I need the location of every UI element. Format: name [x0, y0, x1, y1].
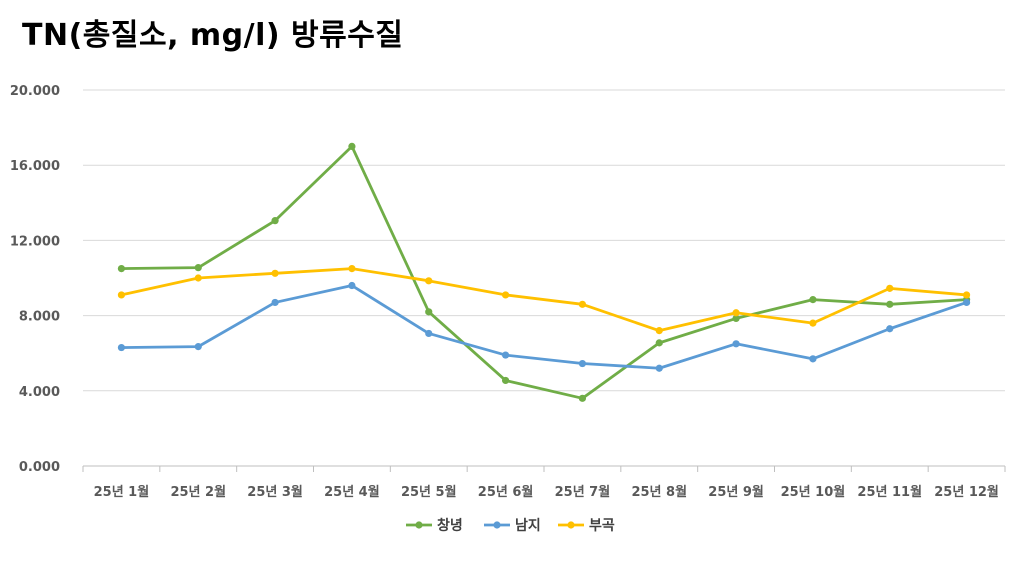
x-tick-label: 25년 6월: [478, 484, 534, 500]
series-line: [120, 284, 968, 370]
data-point: [962, 291, 971, 299]
x-tick-label: 25년 5월: [401, 484, 457, 500]
data-point: [962, 298, 971, 307]
legend-marker: [567, 521, 575, 529]
x-tick-label: 25년 7월: [555, 484, 611, 500]
legend-label: 부곡: [589, 518, 615, 534]
series-line: [120, 144, 968, 400]
x-tick-label: 25년 12월: [934, 484, 999, 500]
data-point: [578, 359, 587, 368]
data-point: [809, 319, 817, 327]
data-point: [732, 314, 740, 323]
legend-label: 창녕: [437, 517, 463, 534]
data-point: [348, 265, 356, 273]
legend-label: 남지: [515, 517, 541, 534]
x-tick-label: 25년 3월: [247, 484, 303, 500]
data-point: [425, 329, 433, 338]
data-point: [886, 325, 894, 333]
data-point: [886, 300, 894, 308]
series-line: [120, 267, 968, 333]
x-tick-label: 25년 10월: [781, 484, 846, 500]
data-point: [809, 355, 817, 363]
y-tick-label: 12.000: [10, 234, 60, 249]
data-point: [194, 274, 202, 282]
data-point: [655, 364, 663, 372]
data-point: [194, 264, 202, 272]
legend-marker: [415, 521, 423, 529]
x-tick-label: 25년 1월: [94, 484, 150, 500]
data-point: [348, 142, 356, 150]
data-point: [117, 265, 126, 273]
data-point: [732, 309, 740, 317]
data-point: [501, 291, 510, 299]
data-point: [501, 351, 510, 359]
x-tick-label: 25년 9월: [708, 484, 764, 500]
x-tick-label: 25년 4월: [324, 484, 380, 500]
data-point: [117, 291, 126, 299]
data-point: [271, 269, 279, 277]
data-point: [348, 281, 356, 290]
y-tick-label: 16.000: [10, 159, 60, 174]
data-point: [117, 343, 126, 352]
y-tick-label: 8.000: [19, 310, 60, 325]
data-point: [271, 298, 279, 307]
x-tick-label: 25년 2월: [170, 484, 226, 500]
data-point: [425, 277, 433, 285]
data-point: [886, 284, 894, 292]
data-point: [655, 327, 663, 335]
data-point: [578, 300, 587, 308]
data-point: [271, 217, 279, 225]
chart-title: TN(총질소, mg/l) 방류수질: [22, 18, 404, 53]
y-tick-label: 4.000: [19, 385, 60, 400]
data-point: [655, 339, 663, 347]
data-point: [809, 296, 817, 304]
data-point: [194, 343, 202, 351]
y-tick-label: 20.000: [10, 84, 60, 99]
data-point: [578, 394, 587, 402]
x-tick-label: 25년 8월: [631, 484, 687, 500]
data-point: [425, 308, 433, 316]
legend-marker: [493, 521, 501, 529]
y-tick-label: 0.000: [19, 460, 60, 475]
data-point: [732, 340, 740, 348]
data-point: [501, 376, 510, 385]
x-tick-label: 25년 11월: [857, 484, 922, 500]
